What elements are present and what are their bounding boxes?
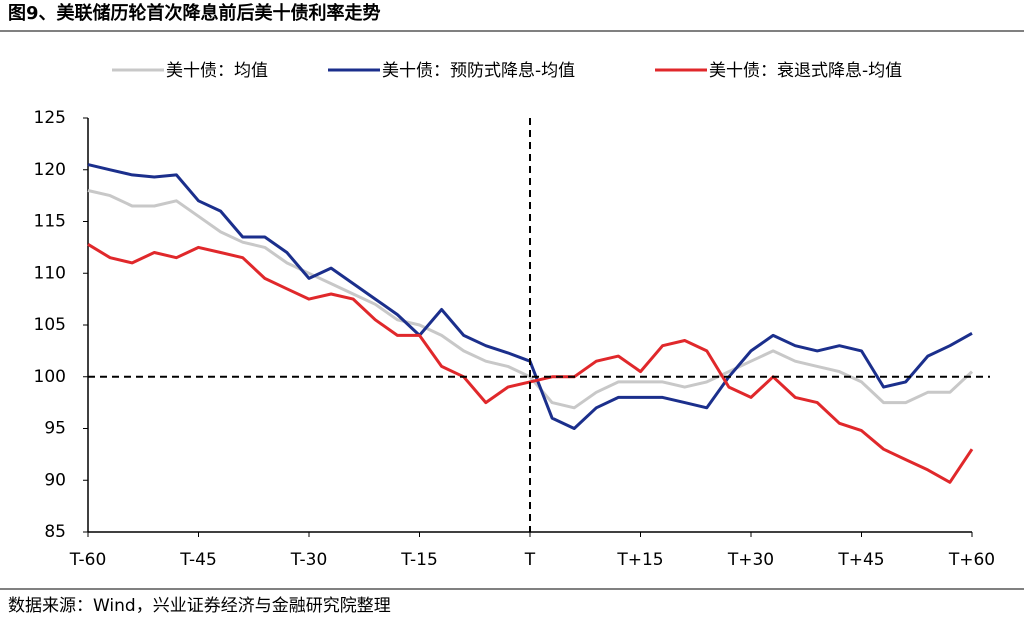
y-tick-label: 115 (34, 212, 66, 232)
y-tick-label: 120 (34, 160, 66, 180)
y-tick-label: 110 (34, 263, 66, 283)
legend-label: 美十债：均值 (166, 61, 268, 81)
y-tick-label: 125 (34, 108, 66, 128)
y-tick-label: 100 (34, 367, 66, 387)
x-tick-label: T-30 (290, 550, 328, 570)
y-tick-label: 85 (44, 522, 66, 542)
x-tick-label: T-60 (69, 550, 107, 570)
source-note: 数据来源：Wind，兴业证券经济与金融研究院整理 (8, 596, 391, 616)
x-tick-label: T-15 (400, 550, 438, 570)
series-line (87, 243, 974, 484)
chart-title: 图9、美联储历轮首次降息前后美十债利率走势 (8, 2, 381, 24)
legend-label: 美十债：衰退式降息-均值 (709, 61, 902, 81)
x-tick-label: T+45 (837, 550, 884, 570)
y-tick-label: 105 (34, 315, 66, 335)
x-tick-label: T+30 (727, 550, 774, 570)
y-tick-label: 90 (44, 470, 66, 490)
y-tick-label: 95 (44, 419, 66, 439)
x-tick-label: T-45 (179, 550, 217, 570)
x-tick-label: T+15 (616, 550, 663, 570)
legend-label: 美十债：预防式降息-均值 (382, 61, 575, 81)
x-tick-label: T (524, 550, 536, 570)
x-tick-label: T+60 (948, 550, 995, 570)
